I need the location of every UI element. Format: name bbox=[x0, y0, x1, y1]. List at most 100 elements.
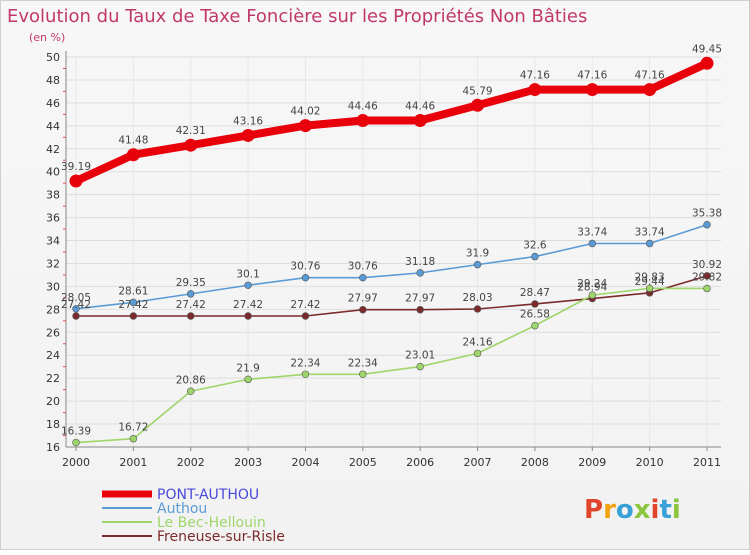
data-label: 29.83 bbox=[635, 271, 665, 283]
y-tick-label: 46 bbox=[46, 97, 60, 110]
data-label: 28.47 bbox=[520, 287, 550, 299]
data-label: 32.6 bbox=[523, 240, 547, 252]
y-tick-label: 50 bbox=[46, 51, 60, 64]
data-point bbox=[298, 119, 312, 133]
proxiti-logo: Proxiti bbox=[584, 495, 681, 525]
y-tick-label: 18 bbox=[46, 418, 60, 431]
data-label: 27.42 bbox=[61, 299, 91, 311]
data-point bbox=[129, 435, 138, 443]
data-label: 42.31 bbox=[176, 125, 206, 137]
data-label: 44.02 bbox=[290, 106, 320, 118]
data-point bbox=[244, 281, 252, 289]
x-tick-label: 2001 bbox=[119, 456, 147, 469]
data-label: 16.72 bbox=[118, 422, 148, 434]
data-label: 20.86 bbox=[176, 374, 206, 386]
data-point bbox=[241, 128, 255, 142]
data-point bbox=[585, 83, 599, 97]
data-label: 41.48 bbox=[118, 135, 148, 147]
y-tick-label: 42 bbox=[46, 143, 60, 156]
data-label: 22.34 bbox=[348, 357, 378, 369]
data-label: 28.61 bbox=[118, 285, 148, 297]
series-line bbox=[72, 59, 711, 185]
data-point bbox=[703, 221, 711, 229]
x-tick-label: 2009 bbox=[578, 456, 606, 469]
series-line bbox=[75, 223, 708, 310]
data-label: 29.35 bbox=[176, 277, 206, 289]
y-tick-label: 48 bbox=[46, 74, 60, 87]
x-tick-label: 2002 bbox=[177, 456, 205, 469]
data-point bbox=[531, 300, 539, 308]
data-point bbox=[528, 83, 542, 97]
logo-text: Proxiti bbox=[584, 495, 681, 525]
data-point bbox=[301, 370, 310, 378]
legend-label: PONT-AUTHOU bbox=[157, 487, 259, 503]
data-point bbox=[473, 260, 482, 269]
data-point bbox=[129, 298, 138, 307]
data-label: 47.16 bbox=[635, 70, 665, 82]
data-point bbox=[703, 284, 711, 293]
data-label: 33.74 bbox=[635, 227, 665, 239]
data-point bbox=[244, 375, 252, 384]
data-point bbox=[72, 438, 80, 447]
data-point bbox=[187, 312, 195, 320]
y-tick-label: 34 bbox=[46, 235, 60, 248]
data-label: 35.38 bbox=[692, 208, 722, 220]
data-label: 27.42 bbox=[290, 299, 320, 311]
series-line bbox=[75, 275, 708, 317]
data-point bbox=[473, 349, 482, 358]
data-point bbox=[645, 239, 654, 248]
data-point bbox=[72, 312, 80, 320]
y-tick-label: 30 bbox=[46, 280, 60, 293]
series-authou bbox=[72, 221, 711, 313]
data-label: 44.46 bbox=[405, 101, 435, 113]
data-label: 28.05 bbox=[61, 292, 91, 304]
data-label: 30.92 bbox=[692, 259, 722, 271]
y-tick-label: 26 bbox=[46, 326, 60, 339]
chart-title: Evolution du Taux de Taxe Foncière sur l… bbox=[7, 6, 587, 27]
data-point bbox=[184, 138, 198, 152]
data-point bbox=[413, 114, 427, 128]
data-label: 23.01 bbox=[405, 350, 435, 362]
data-label: 47.16 bbox=[520, 70, 550, 82]
axes: 16 18 20 22 24 26 28 30 32 34 36 38 40 42 44 46 48 50 2000… bbox=[46, 51, 721, 469]
series-pont-authou bbox=[69, 56, 714, 188]
y-tick-label: 44 bbox=[46, 120, 60, 133]
y-tick-label: 22 bbox=[46, 372, 60, 385]
data-point bbox=[126, 148, 140, 162]
series-freneuse-sur-risle bbox=[72, 272, 711, 320]
data-label: 26.58 bbox=[520, 309, 550, 321]
data-label: 27.42 bbox=[118, 299, 148, 311]
data-label: 45.79 bbox=[463, 85, 493, 97]
data-label: 47.16 bbox=[577, 70, 607, 82]
data-label: 16.39 bbox=[61, 426, 91, 438]
data-point bbox=[588, 291, 596, 299]
y-tick-label: 40 bbox=[46, 166, 60, 179]
legend-label: Authou bbox=[157, 501, 207, 517]
y-unit-label: (en %) bbox=[29, 31, 65, 44]
legend-label: Le Bec-Hellouin bbox=[157, 515, 266, 531]
data-label: 28.03 bbox=[463, 292, 493, 304]
data-point bbox=[356, 114, 370, 128]
data-point bbox=[588, 239, 596, 248]
x-tick-label: 2011 bbox=[693, 456, 721, 469]
data-label: 30.76 bbox=[290, 261, 320, 273]
data-label: 39.19 bbox=[61, 161, 91, 173]
data-label: 29.82 bbox=[692, 271, 722, 283]
data-point bbox=[473, 305, 482, 313]
data-point bbox=[187, 290, 195, 298]
series-layer: 28.05 28.61 29.35 30.1 30.76 30.76 31.18 31.9 32… bbox=[61, 43, 722, 447]
data-point bbox=[301, 312, 310, 320]
data-label: 27.42 bbox=[176, 299, 206, 311]
data-point bbox=[69, 174, 83, 188]
grid bbox=[66, 56, 721, 448]
data-point bbox=[531, 252, 539, 261]
y-tick-label: 20 bbox=[46, 395, 60, 408]
y-tick-label: 24 bbox=[46, 349, 60, 362]
data-point bbox=[359, 305, 367, 314]
data-label: 31.18 bbox=[405, 256, 435, 268]
data-label: 24.16 bbox=[463, 336, 493, 348]
data-point bbox=[187, 387, 195, 395]
data-point bbox=[471, 98, 485, 112]
